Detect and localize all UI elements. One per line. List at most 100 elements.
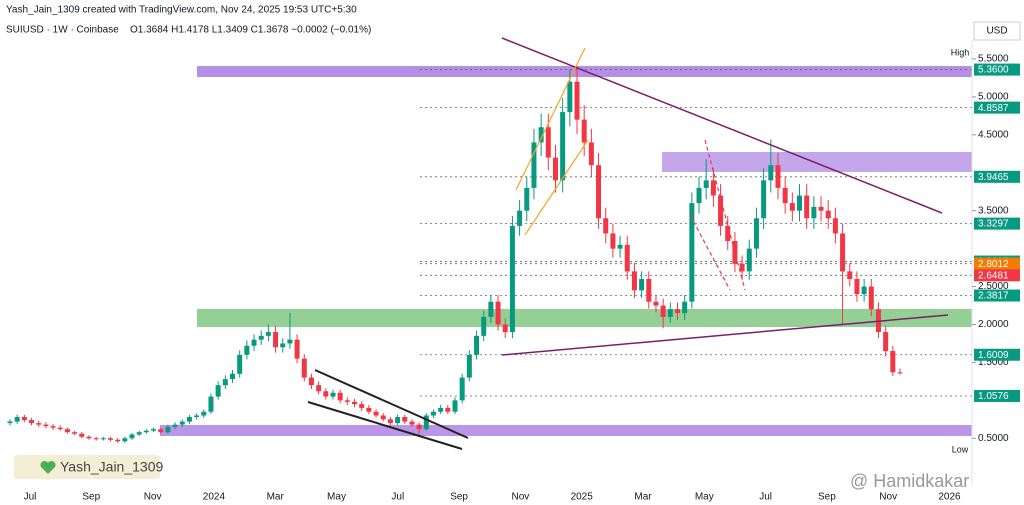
candle-body	[667, 309, 673, 317]
badge-box	[974, 269, 1020, 282]
candle-body	[136, 432, 142, 435]
candle-body	[387, 419, 393, 424]
candle-body	[359, 404, 365, 408]
candle-body	[696, 187, 702, 204]
symbol: SUIUSD · 1W · Coinbase	[6, 25, 119, 36]
badge-label: 1.0576	[978, 391, 1009, 402]
candle-body	[402, 417, 408, 422]
candle-body	[316, 385, 322, 392]
candle-body	[789, 203, 795, 211]
candle-body	[761, 180, 767, 219]
x-tick-label: May	[327, 492, 346, 503]
candle-body	[337, 392, 343, 401]
y-tick-label: 5.0000	[978, 92, 1009, 103]
badge-box	[974, 389, 1020, 402]
candle-body	[653, 301, 659, 306]
y-tick-label: 4.5000	[978, 129, 1009, 140]
candle-body	[660, 305, 666, 317]
candle-body	[639, 278, 645, 291]
x-tick-label: 2024	[203, 492, 226, 503]
candle-body	[222, 379, 228, 386]
candle-body	[567, 81, 573, 113]
x-tick-label: Nov	[512, 492, 530, 503]
candle-body	[682, 301, 688, 314]
y-tick-label: 2.5000	[978, 281, 1009, 292]
candle-body	[811, 206, 817, 219]
candle-body	[409, 421, 415, 425]
candle-body	[502, 324, 508, 333]
candle-body	[430, 411, 436, 416]
candle-body	[596, 165, 602, 219]
price-badge: 4.8587	[974, 101, 1020, 114]
candle-body	[782, 187, 788, 204]
candle-body	[897, 372, 903, 374]
candle-body	[739, 263, 745, 272]
badge-label: 2.3817	[978, 291, 1009, 302]
x-tick-label: Mar	[267, 492, 285, 503]
candle-body	[258, 335, 264, 340]
candle-body	[603, 218, 609, 234]
price-badge: 3.3297	[974, 217, 1020, 230]
candle-body	[818, 206, 824, 211]
ohlc-legend: O1.3684 H1.4178 L1.3409 C1.3678 −0.0002 …	[130, 25, 371, 36]
candle-body	[194, 415, 200, 418]
candle-body	[280, 343, 286, 348]
candle-body	[416, 424, 422, 430]
candle-body	[825, 210, 831, 219]
candle-body	[43, 424, 49, 427]
candle-body	[201, 411, 207, 416]
badge-label: 4.8587	[978, 103, 1009, 114]
price-axis	[972, 0, 1024, 505]
candle-body	[237, 354, 243, 374]
candle-body	[574, 81, 580, 120]
candle-body	[29, 420, 35, 424]
candle-body	[832, 218, 838, 234]
candle-body	[581, 119, 587, 143]
candle-body	[466, 354, 472, 378]
candle-body	[768, 165, 774, 181]
candle-body	[840, 233, 846, 272]
candle-body	[588, 142, 594, 166]
candle-body	[344, 400, 350, 402]
currency-box	[973, 21, 1021, 41]
candle-body	[675, 309, 680, 314]
candle-body	[610, 233, 616, 249]
candle-body	[323, 391, 329, 397]
candle-body	[287, 339, 293, 344]
candle-body	[531, 142, 537, 188]
price-badge: 5.3600	[974, 63, 1020, 76]
candle-body	[79, 433, 85, 437]
candle-body	[373, 411, 379, 416]
candle-body	[689, 203, 695, 302]
price-badge: 3.9465	[974, 170, 1020, 183]
badge-label: 5.3600	[978, 65, 1009, 76]
candle-body	[545, 127, 551, 158]
candle-body	[294, 339, 300, 359]
candle-body	[308, 377, 314, 386]
candle-body	[868, 286, 874, 310]
badge-box	[974, 170, 1020, 183]
candle-body	[890, 351, 896, 373]
candle-body	[438, 407, 444, 412]
y-tick-label: 5.5000	[978, 54, 1009, 65]
badge-label: 2.8012	[978, 259, 1009, 270]
badge-box	[974, 257, 1020, 270]
x-tick-label: Nov	[879, 492, 897, 503]
candle-body	[215, 385, 221, 397]
candle-body	[847, 271, 853, 279]
candle-body	[804, 195, 810, 219]
x-tick-label: 2026	[938, 492, 961, 503]
candle-body	[244, 345, 250, 355]
candle-body	[172, 424, 178, 427]
candle-body	[445, 407, 451, 412]
badge-label: 3.9465	[978, 172, 1009, 183]
candle-body	[560, 112, 566, 181]
candle-body	[753, 218, 759, 249]
candle-body	[395, 417, 401, 424]
channel-line	[704, 139, 746, 291]
candle-body	[301, 358, 307, 378]
x-tick-label: Nov	[144, 492, 162, 503]
signature: @ Hamidkakar	[850, 471, 969, 491]
price-badge: 2.6481	[974, 269, 1020, 281]
candle-body	[517, 210, 523, 226]
